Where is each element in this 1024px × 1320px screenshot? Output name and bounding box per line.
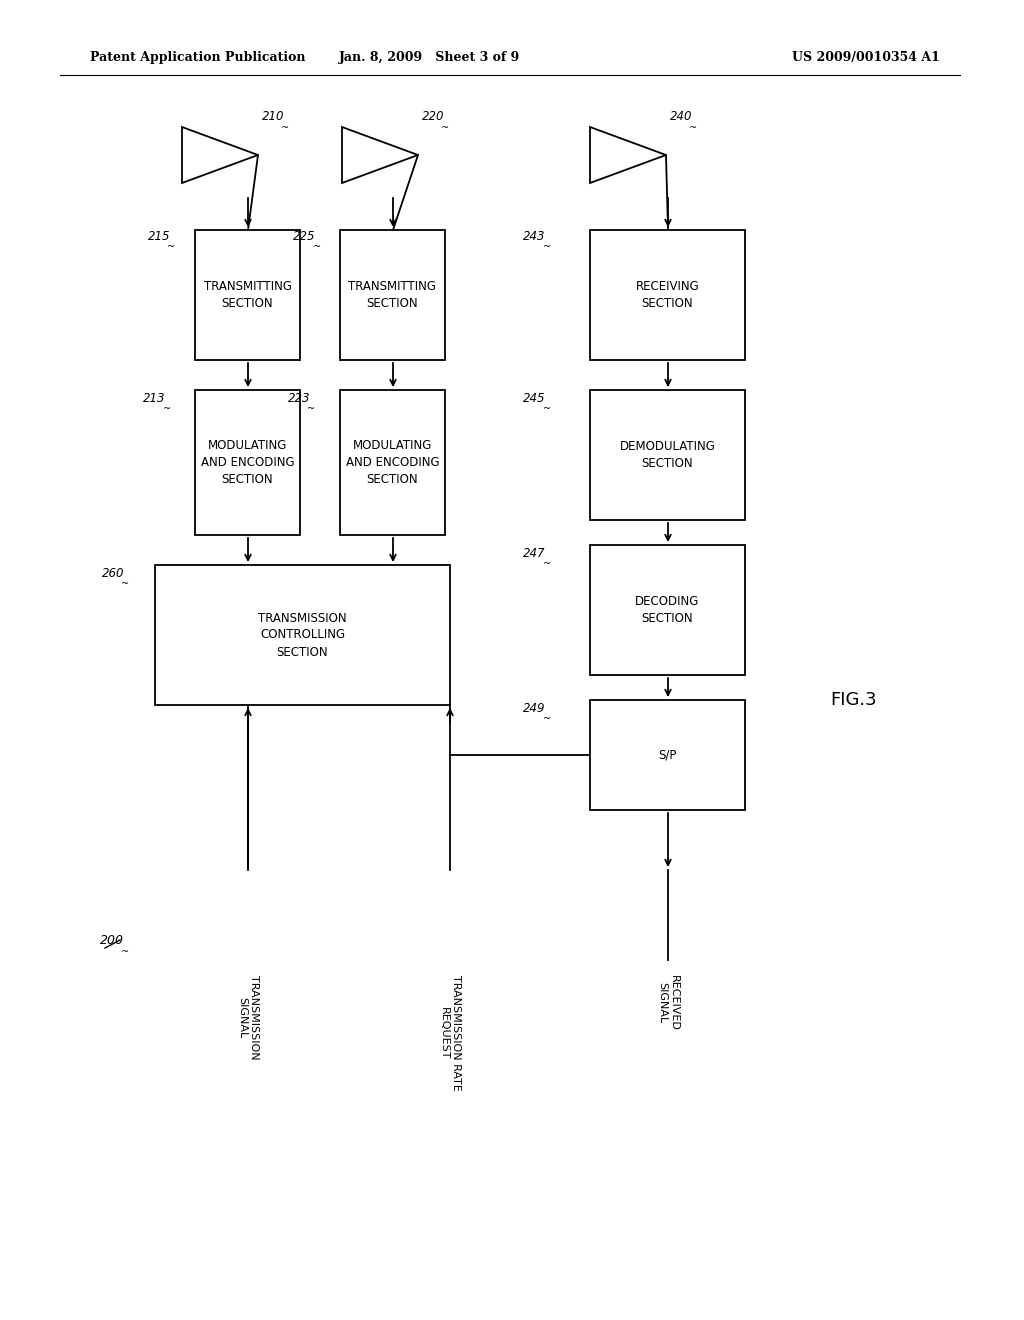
Text: FIG.3: FIG.3 [830, 690, 877, 709]
Text: 249: 249 [523, 702, 546, 715]
Text: TRANSMITTING
SECTION: TRANSMITTING SECTION [204, 280, 292, 310]
Text: ~: ~ [307, 404, 315, 414]
Text: ~: ~ [543, 404, 551, 414]
Text: ~: ~ [163, 404, 171, 414]
Text: 243: 243 [523, 230, 546, 243]
Text: RECEIVING
SECTION: RECEIVING SECTION [636, 280, 699, 310]
Text: ~: ~ [543, 558, 551, 569]
Text: TRANSMISSION
SIGNAL: TRANSMISSION SIGNAL [238, 975, 259, 1060]
Text: 245: 245 [523, 392, 546, 405]
Text: TRANSMITTING
SECTION: TRANSMITTING SECTION [348, 280, 436, 310]
Text: Jan. 8, 2009   Sheet 3 of 9: Jan. 8, 2009 Sheet 3 of 9 [339, 51, 520, 65]
Text: ~: ~ [282, 123, 290, 133]
Bar [590, 230, 745, 360]
Text: ~: ~ [441, 123, 450, 133]
Text: ~: ~ [168, 242, 176, 252]
Text: MODULATING
AND ENCODING
SECTION: MODULATING AND ENCODING SECTION [201, 440, 294, 486]
Text: Patent Application Publication: Patent Application Publication [90, 51, 305, 65]
Text: 247: 247 [523, 546, 546, 560]
Text: 240: 240 [670, 110, 692, 123]
Bar [590, 545, 745, 675]
Bar [195, 230, 300, 360]
Text: TRANSMISSION RATE
REQUEST: TRANSMISSION RATE REQUEST [439, 975, 461, 1090]
Text: ~: ~ [122, 579, 130, 589]
Text: 260: 260 [102, 568, 125, 579]
Text: MODULATING
AND ENCODING
SECTION: MODULATING AND ENCODING SECTION [346, 440, 439, 486]
Text: S/P: S/P [658, 748, 677, 762]
Text: ~: ~ [543, 242, 551, 252]
Text: 200: 200 [100, 933, 124, 946]
Text: ~: ~ [312, 242, 321, 252]
Text: 213: 213 [143, 392, 166, 405]
Text: ~: ~ [543, 714, 551, 723]
Text: TRANSMISSION
CONTROLLING
SECTION: TRANSMISSION CONTROLLING SECTION [258, 611, 347, 659]
Text: RECEIVED
SIGNAL: RECEIVED SIGNAL [657, 975, 679, 1031]
Text: US 2009/0010354 A1: US 2009/0010354 A1 [793, 51, 940, 65]
Text: ~: ~ [689, 123, 697, 133]
Bar [195, 389, 300, 535]
Bar [590, 700, 745, 810]
Text: 215: 215 [148, 230, 171, 243]
Text: 223: 223 [288, 392, 310, 405]
Text: ~: ~ [121, 946, 129, 957]
Text: 210: 210 [262, 110, 285, 123]
Bar [340, 230, 445, 360]
Text: DECODING
SECTION: DECODING SECTION [635, 595, 699, 624]
Bar [155, 565, 450, 705]
Text: DEMODULATING
SECTION: DEMODULATING SECTION [620, 440, 716, 470]
Text: 220: 220 [422, 110, 444, 123]
Text: 225: 225 [293, 230, 315, 243]
Bar [340, 389, 445, 535]
Bar [590, 389, 745, 520]
